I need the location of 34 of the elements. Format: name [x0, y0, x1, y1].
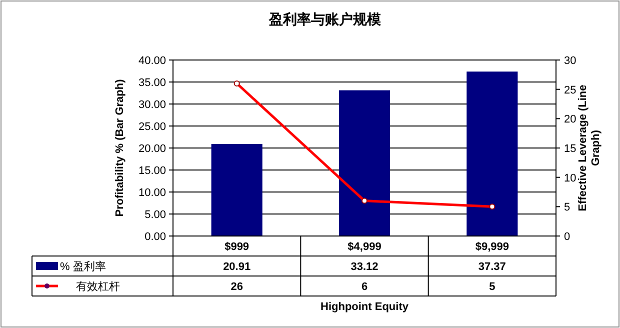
- y-tick-label: 0.00: [144, 231, 166, 243]
- chart-title: 盈利率与账户规模: [268, 11, 382, 27]
- data-label: 33.12: [350, 261, 378, 273]
- bar: [338, 90, 390, 236]
- data-label: 20.91: [223, 261, 251, 273]
- y2-tick-label: 20: [564, 114, 576, 126]
- legend-label: 有效杠杆: [76, 281, 120, 293]
- x-axis-title: Highpoint Equity: [320, 301, 410, 313]
- y2-axis-title: Effective Leverage (Line Graph): [577, 84, 602, 212]
- y-tick-label: 40.00: [138, 55, 166, 67]
- y2-tick-label: 25: [564, 84, 576, 96]
- data-label: 37.37: [478, 261, 506, 273]
- legend-label: % 盈利率: [60, 260, 106, 273]
- x-tick-label: $4,999: [348, 241, 382, 253]
- y-tick-label: 35.00: [138, 77, 166, 89]
- y-tick-label: 25.00: [138, 121, 166, 133]
- y-tick-label: 30.00: [138, 99, 166, 111]
- data-label: 6: [361, 281, 368, 293]
- x-tick-label: $999: [224, 241, 250, 253]
- y-axis-title: Profitability % (Bar Graph): [114, 78, 126, 217]
- y-tick-label: 15.00: [138, 165, 166, 177]
- x-tick-label: $9,999: [475, 241, 509, 253]
- data-label: 5: [489, 281, 496, 293]
- y2-tick-label: 0: [564, 231, 570, 243]
- data-label: 26: [230, 281, 243, 293]
- bar: [466, 72, 518, 236]
- y-tick-label: 10.00: [138, 187, 166, 199]
- y2-tick-label: 5: [564, 202, 570, 214]
- y-tick-label: 5.00: [144, 209, 166, 221]
- y-tick-label: 20.00: [138, 143, 166, 155]
- bar: [211, 144, 262, 236]
- y2-tick-label: 30: [564, 55, 576, 67]
- y2-tick-label: 10: [564, 172, 576, 184]
- y2-tick-label: 15: [564, 143, 576, 155]
